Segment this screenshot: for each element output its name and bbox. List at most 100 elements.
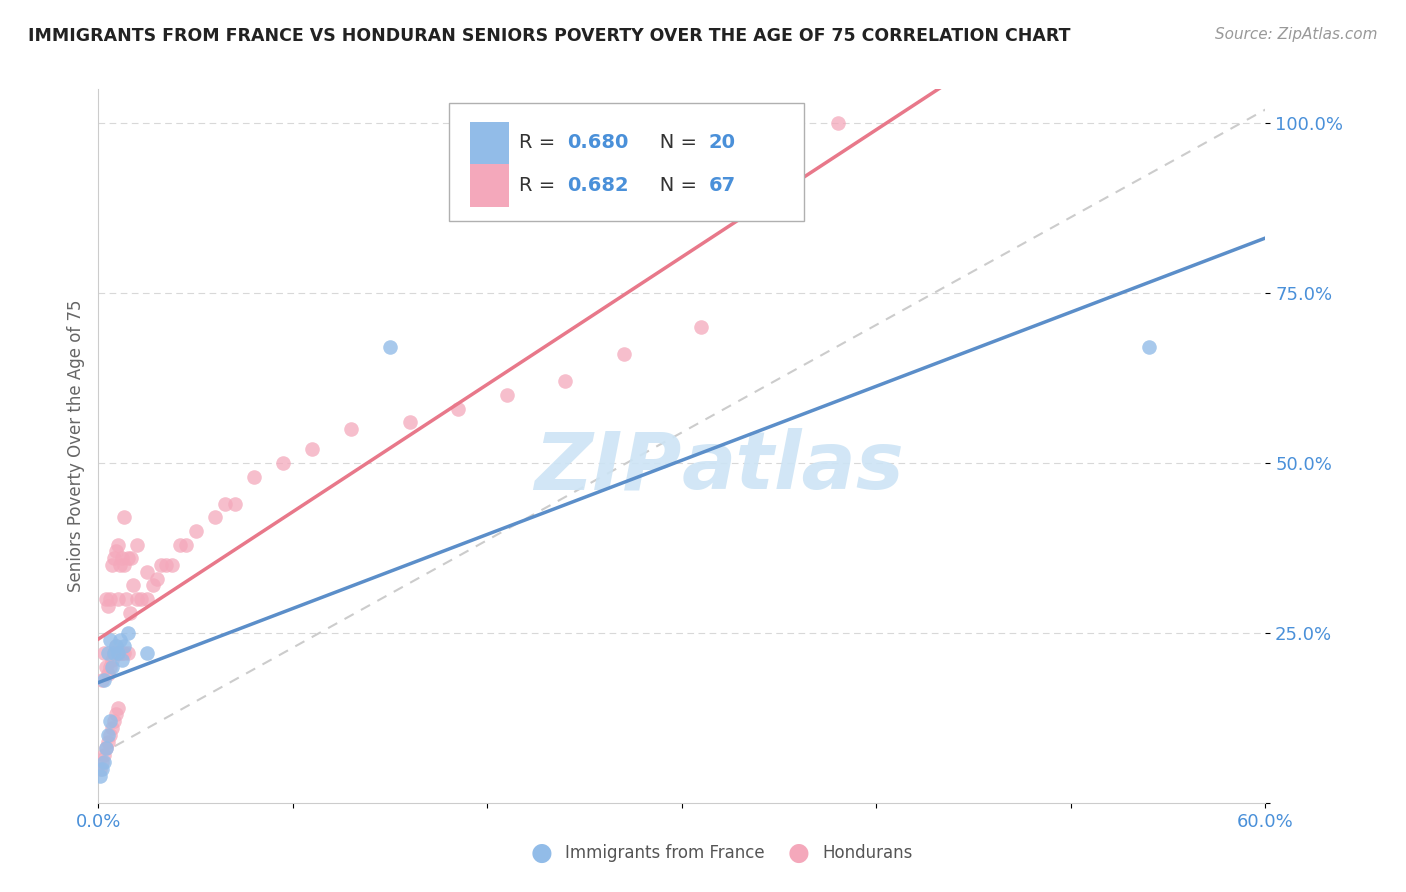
Point	[107, 646, 129, 660]
Point	[103, 714, 125, 729]
Point	[149, 558, 172, 572]
Point	[101, 558, 124, 572]
Point	[93, 748, 115, 763]
Point	[169, 537, 191, 551]
Point	[91, 673, 114, 688]
Point	[98, 660, 121, 674]
Point	[97, 646, 120, 660]
Point	[127, 591, 149, 606]
Point	[112, 646, 135, 660]
Point	[111, 551, 134, 566]
Point	[93, 673, 115, 688]
Point	[98, 591, 121, 606]
Point	[243, 469, 266, 483]
Point	[97, 666, 120, 681]
Point	[117, 646, 139, 660]
Point	[98, 728, 121, 742]
Point	[108, 558, 131, 572]
Point	[174, 537, 197, 551]
Point	[98, 714, 121, 729]
Point	[96, 741, 118, 756]
Point	[112, 510, 135, 524]
Text: N =: N =	[641, 176, 703, 195]
Point	[117, 626, 139, 640]
Y-axis label: Seniors Poverty Over the Age of 75: Seniors Poverty Over the Age of 75	[66, 300, 84, 592]
Point	[101, 653, 124, 667]
Point	[104, 707, 127, 722]
Point	[93, 646, 115, 660]
Point	[93, 755, 115, 769]
Point	[91, 762, 114, 776]
Point	[103, 646, 125, 660]
Point	[136, 591, 159, 606]
Text: ZIP: ZIP	[534, 428, 682, 507]
Point	[121, 551, 143, 566]
Point	[155, 558, 177, 572]
Text: R =: R =	[519, 133, 561, 153]
Point	[104, 544, 127, 558]
Point	[690, 320, 713, 334]
Point	[107, 591, 129, 606]
Point	[224, 497, 246, 511]
Text: Immigrants from France: Immigrants from France	[565, 844, 765, 862]
Point	[96, 591, 118, 606]
Point	[101, 721, 124, 735]
Point	[136, 565, 159, 579]
Point	[108, 632, 131, 647]
Point	[447, 401, 470, 416]
Text: IMMIGRANTS FROM FRANCE VS HONDURAN SENIORS POVERTY OVER THE AGE OF 75 CORRELATIO: IMMIGRANTS FROM FRANCE VS HONDURAN SENIO…	[28, 27, 1070, 45]
Point	[118, 606, 141, 620]
Text: 67: 67	[709, 176, 735, 195]
Point	[117, 551, 139, 566]
Point	[204, 510, 226, 524]
Text: atlas: atlas	[682, 428, 904, 507]
Point	[107, 537, 129, 551]
Text: 0.682: 0.682	[568, 176, 628, 195]
Point	[111, 653, 134, 667]
Text: Source: ZipAtlas.com: Source: ZipAtlas.com	[1215, 27, 1378, 42]
Point	[97, 599, 120, 613]
Text: ●: ●	[531, 841, 553, 864]
Point	[107, 700, 129, 714]
Point	[101, 660, 124, 674]
Point	[613, 347, 636, 361]
Point	[96, 741, 118, 756]
Point	[108, 646, 131, 660]
Point	[146, 572, 169, 586]
Point	[89, 762, 111, 776]
Point	[107, 646, 129, 660]
Text: ●: ●	[787, 841, 810, 864]
Point	[111, 646, 134, 660]
Point	[104, 640, 127, 654]
Point	[97, 728, 120, 742]
Point	[496, 388, 519, 402]
Point	[301, 442, 323, 457]
Point	[104, 640, 127, 654]
Point	[271, 456, 294, 470]
Point	[96, 660, 118, 674]
Text: N =: N =	[641, 133, 703, 153]
Point	[97, 734, 120, 748]
Point	[340, 422, 363, 436]
Point	[162, 558, 184, 572]
Point	[142, 578, 165, 592]
Point	[127, 537, 149, 551]
Point	[136, 646, 159, 660]
FancyBboxPatch shape	[449, 103, 804, 221]
Text: R =: R =	[519, 176, 561, 195]
Point	[214, 497, 236, 511]
Point	[554, 375, 576, 389]
Point	[1137, 341, 1160, 355]
Text: Hondurans: Hondurans	[823, 844, 912, 862]
Point	[112, 640, 135, 654]
Point	[122, 578, 145, 592]
Text: 20: 20	[709, 133, 735, 153]
Point	[103, 551, 125, 566]
Point	[91, 755, 114, 769]
Point	[89, 769, 111, 783]
Text: 0.680: 0.680	[568, 133, 628, 153]
Point	[114, 591, 136, 606]
Point	[129, 591, 152, 606]
Point	[112, 558, 135, 572]
Point	[827, 116, 849, 130]
